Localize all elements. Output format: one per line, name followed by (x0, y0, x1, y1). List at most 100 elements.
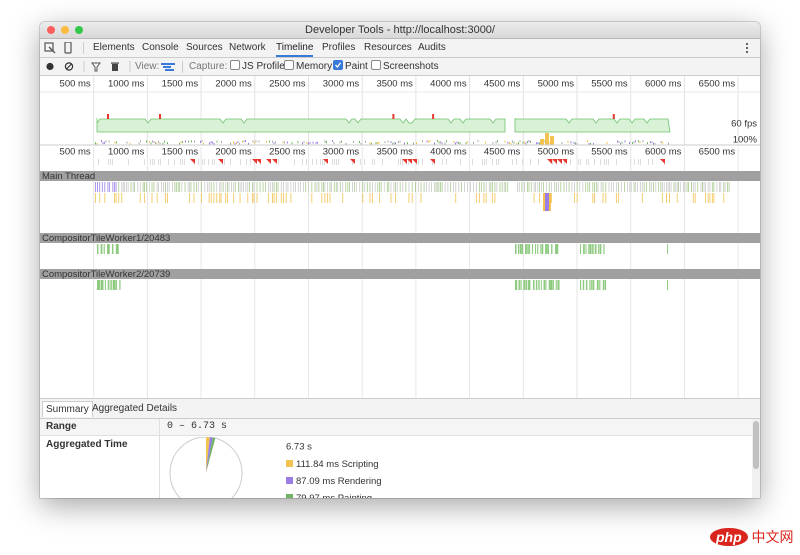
scrollbar[interactable] (752, 419, 760, 498)
event (683, 182, 684, 192)
flame-tick-label: 6500 ms (699, 147, 736, 158)
event (184, 182, 186, 192)
worker-event (667, 280, 668, 290)
cpu-bar (407, 142, 408, 145)
panel-tab[interactable]: Console (142, 42, 179, 53)
event (697, 182, 699, 192)
details-tab[interactable]: Aggregated Details (92, 403, 178, 414)
event (252, 182, 253, 192)
frame-tick (182, 159, 183, 165)
panel-tab[interactable]: Audits (418, 42, 446, 53)
event (535, 182, 536, 192)
cpu-bar (126, 141, 128, 144)
frame-tick (332, 159, 333, 165)
device-icon[interactable] (64, 42, 72, 54)
cpu-bar (315, 142, 317, 145)
event (220, 182, 222, 192)
filter-button[interactable] (91, 62, 101, 72)
cpu-bar (179, 142, 180, 145)
frame-tick (578, 159, 579, 165)
capture-option[interactable]: Memory (284, 58, 332, 75)
overview-tick-label: 5500 ms (591, 79, 628, 90)
event (144, 182, 145, 192)
inspect-icon[interactable] (44, 42, 54, 52)
menu-icon[interactable] (744, 42, 750, 54)
capture-option[interactable]: Paint (333, 58, 368, 75)
cpu-bar (393, 142, 395, 145)
frame-tick (278, 159, 279, 165)
event (411, 182, 413, 192)
event (118, 193, 120, 203)
event (356, 182, 357, 192)
cpu-bar (438, 141, 440, 144)
record-button[interactable] (46, 62, 54, 71)
cpu-bar (105, 140, 107, 143)
event (238, 182, 239, 192)
panel-tab[interactable]: Resources (364, 42, 412, 53)
frame-tick (158, 159, 159, 165)
event (629, 182, 631, 192)
frame-tick (150, 159, 151, 165)
frame-tick (198, 159, 199, 165)
cpu-bar (309, 141, 311, 144)
cpu-bar (269, 140, 270, 143)
event (673, 182, 675, 192)
panel-tab[interactable]: Network (229, 42, 266, 53)
separator (83, 42, 84, 54)
view-flame-icon[interactable] (161, 62, 177, 72)
frame-tick (382, 159, 383, 165)
long-frame-marker (432, 114, 435, 119)
zoom-button[interactable] (75, 26, 83, 34)
event (411, 193, 413, 203)
details-tab[interactable]: Summary (42, 401, 93, 417)
event (95, 182, 96, 192)
checkbox[interactable] (371, 60, 381, 70)
panel-tab[interactable]: Timeline (276, 39, 314, 57)
pie-slice (206, 437, 210, 473)
event (425, 182, 427, 192)
event (679, 182, 681, 192)
event (719, 182, 720, 192)
cpu-bar (621, 141, 623, 144)
close-button[interactable] (47, 26, 55, 34)
worker-event (591, 280, 593, 290)
event (386, 182, 388, 192)
frame-tick (522, 159, 523, 165)
flame-tick-label: 1000 ms (108, 147, 145, 158)
event (703, 182, 705, 192)
event (461, 182, 462, 192)
panel-tab[interactable]: Elements (93, 42, 135, 53)
frame-tick (630, 159, 631, 165)
cpu-bar (284, 141, 285, 144)
capture-option[interactable]: JS Profile (230, 58, 285, 75)
minimize-button[interactable] (61, 26, 69, 34)
cpu-bar (650, 141, 651, 144)
track-header (40, 233, 760, 243)
capture-option[interactable]: Screenshots (371, 58, 439, 75)
event (539, 193, 540, 203)
event (579, 182, 581, 192)
event (283, 193, 284, 203)
frame-tick (144, 159, 145, 165)
cpu-bar (297, 141, 299, 144)
flame-tick-label: 1500 ms (162, 147, 199, 158)
frame-tick (320, 159, 321, 165)
cpu-bar (245, 140, 246, 143)
panel-tab[interactable]: Sources (186, 42, 223, 53)
worker-event (599, 280, 601, 290)
event (437, 182, 438, 192)
trash-button[interactable] (112, 64, 118, 71)
worker-event (97, 244, 99, 254)
worker-event (107, 280, 110, 290)
event (268, 193, 270, 203)
checkbox[interactable] (230, 60, 240, 70)
frame-tick (180, 159, 181, 165)
cpu-bar (341, 140, 342, 143)
event (702, 182, 703, 192)
checkbox[interactable] (333, 60, 343, 70)
clear-button[interactable] (64, 62, 74, 71)
frame-tick (580, 159, 581, 165)
cpu-bar (275, 141, 276, 144)
checkbox[interactable] (284, 60, 294, 70)
panel-tab[interactable]: Profiles (322, 42, 356, 53)
